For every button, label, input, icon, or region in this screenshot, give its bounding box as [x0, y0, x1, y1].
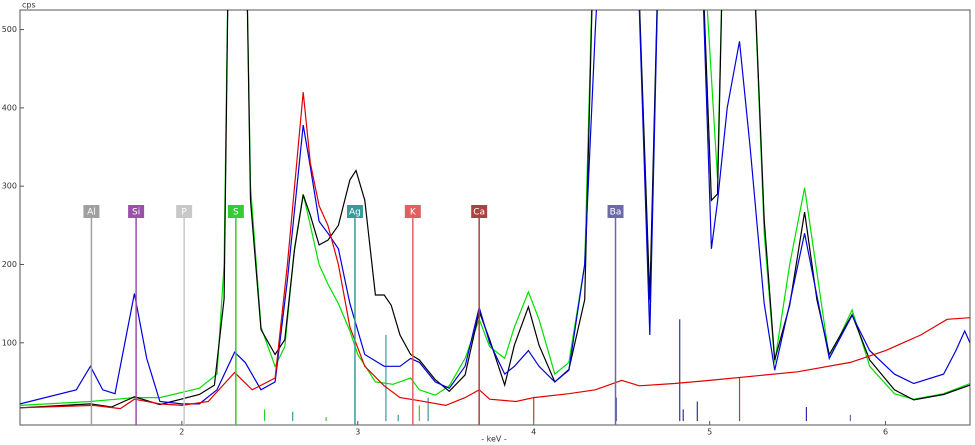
spectrum-line [20, 10, 970, 409]
y-tick-label: 300 [2, 182, 17, 191]
element-label-box [607, 205, 624, 218]
plot-frame [19, 9, 971, 426]
element-label-box [227, 205, 244, 218]
element-label: Ag [349, 208, 361, 218]
y-tick-label: 400 [2, 103, 17, 112]
element-label: Si [132, 208, 140, 218]
element-label-box [471, 205, 488, 218]
element-label-box [176, 205, 193, 218]
element-label-box [346, 205, 363, 218]
y-axis-label: cps [22, 1, 36, 10]
element-label: Ba [610, 208, 622, 218]
plot-content [20, 10, 970, 422]
element-label-box [128, 205, 145, 218]
element-label-box [404, 205, 421, 218]
x-tick-label: 3 [355, 428, 360, 437]
element-label: Al [87, 208, 96, 218]
element-label: K [410, 208, 417, 218]
spectrum-line [20, 92, 970, 410]
x-axis-label: - keV - [481, 435, 507, 444]
element-label: Ca [473, 208, 485, 218]
element-label-box [83, 205, 100, 218]
element-label: S [233, 208, 239, 218]
element-label: P [181, 208, 187, 218]
x-tick-label: 5 [707, 428, 712, 437]
x-tick-label: 4 [531, 428, 536, 437]
x-tick-label: 6 [883, 428, 888, 437]
y-tick-label: 100 [2, 338, 17, 347]
x-tick-label: 2 [179, 428, 184, 437]
y-tick-label: 200 [2, 260, 17, 269]
y-tick-label: 500 [2, 25, 17, 34]
spectrum-line [20, 10, 970, 405]
